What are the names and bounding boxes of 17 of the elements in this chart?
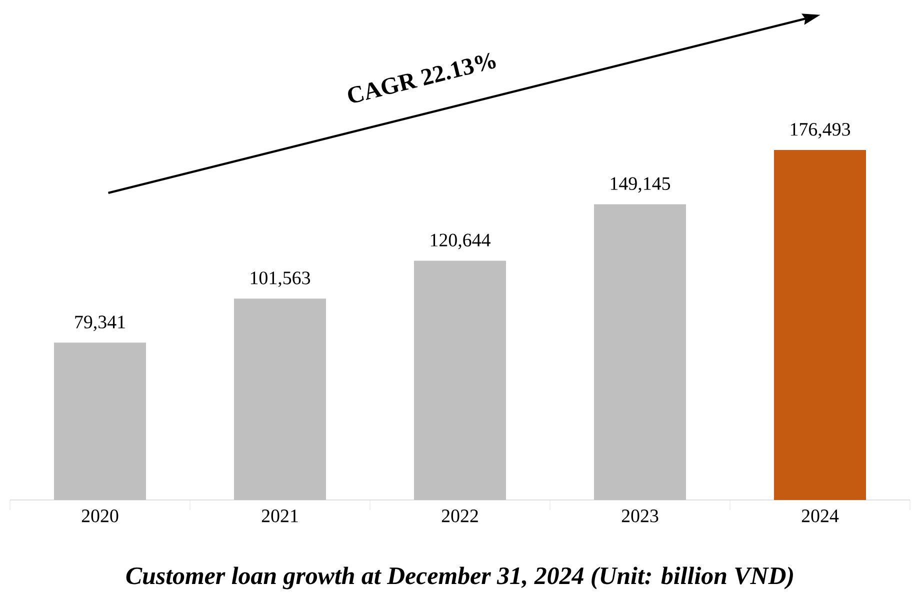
x-tick-label: 2023 — [622, 510, 658, 522]
data-label: 101,563 — [250, 272, 310, 288]
bar — [414, 260, 506, 500]
x-tick-label: 2021 — [262, 510, 298, 522]
data-label: 149,145 — [610, 177, 670, 193]
x-tick-label: 2020 — [82, 510, 118, 522]
bar — [594, 204, 686, 500]
text: Customer loan growth at December 31, 2024 (Unit: billion VND) — [126, 566, 793, 590]
bar — [54, 342, 146, 500]
data-label: 120,644 — [430, 234, 490, 250]
data-label: 79,341 — [75, 316, 125, 332]
text: CAGR 22.13% — [348, 52, 496, 102]
bar — [234, 298, 326, 500]
data-label: 176,493 — [790, 123, 850, 138]
bar — [774, 150, 866, 500]
x-tick-label: 2022 — [442, 510, 478, 522]
x-tick-label: 2024 — [802, 510, 839, 522]
